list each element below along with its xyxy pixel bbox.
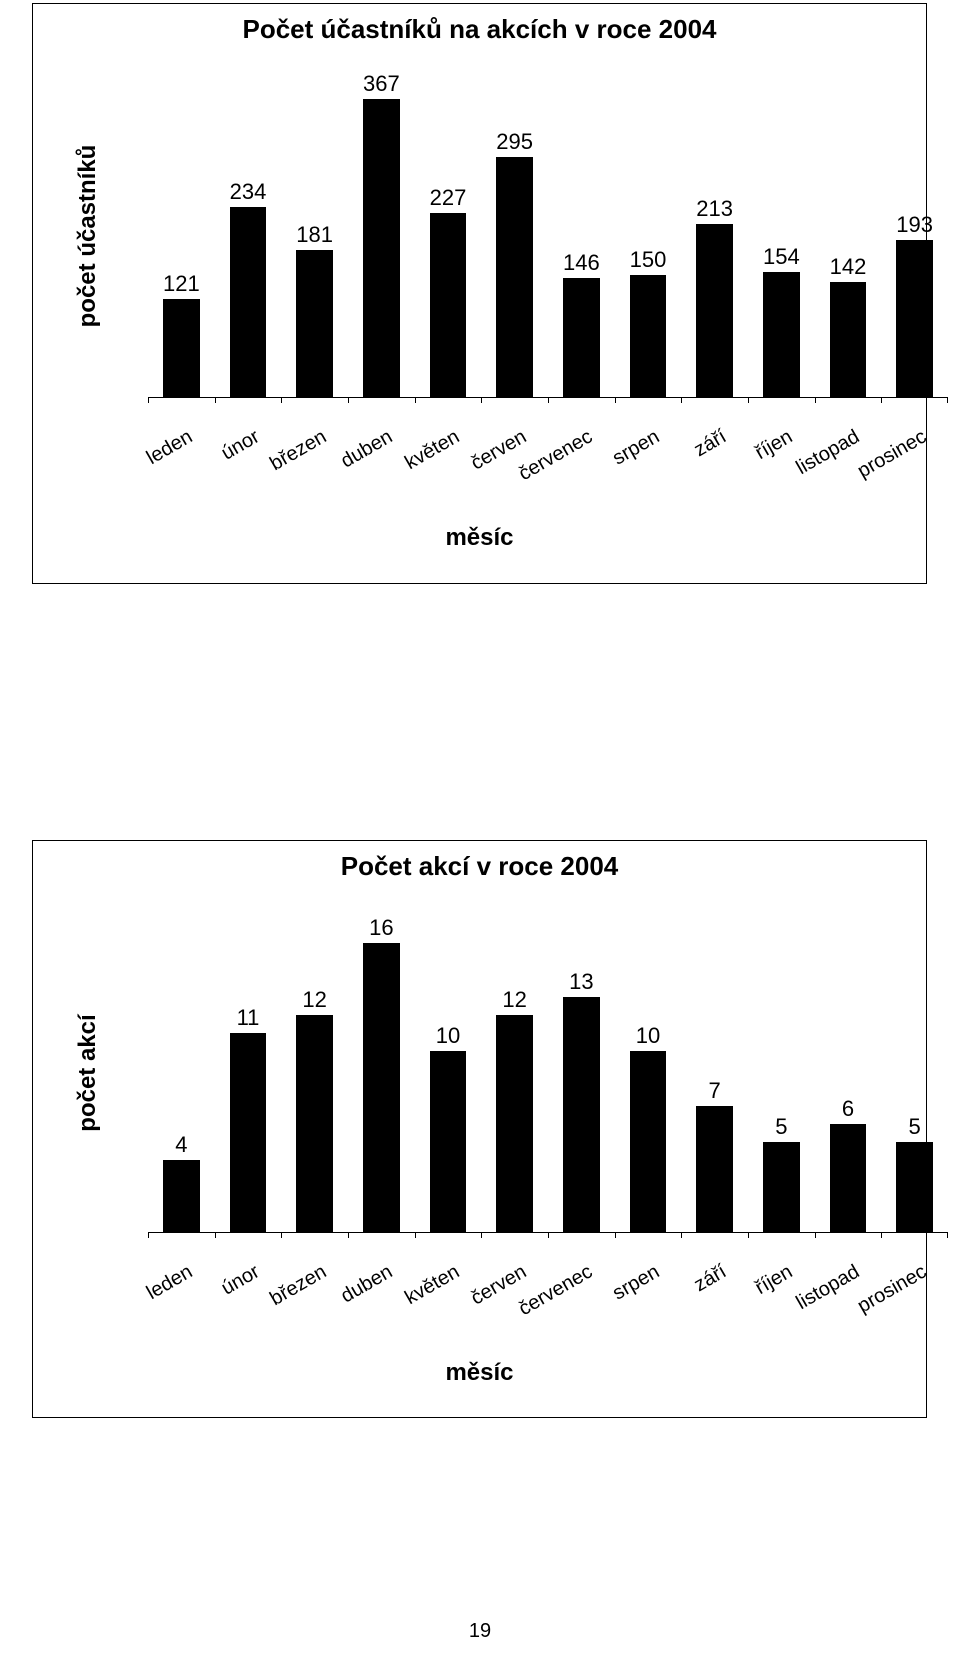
x-tick — [281, 397, 282, 403]
chart-events-box: Počet akcí v roce 2004 počet akcí 411121… — [32, 840, 927, 1418]
bar — [230, 207, 267, 397]
bar-value-label: 10 — [408, 1023, 488, 1049]
bar — [563, 278, 600, 397]
bar — [830, 282, 867, 397]
x-tick — [215, 1232, 216, 1238]
x-tick — [348, 1232, 349, 1238]
x-axis-label: měsíc — [33, 524, 926, 552]
x-axis-label: měsíc — [33, 1359, 926, 1387]
bar-value-label: 13 — [541, 969, 621, 995]
x-tick — [748, 1232, 749, 1238]
bar — [430, 213, 467, 397]
x-tick — [348, 397, 349, 403]
bar — [296, 250, 333, 397]
chart-title: Počet účastníků na akcích v roce 2004 — [33, 14, 926, 45]
x-tick — [481, 397, 482, 403]
bar — [696, 1106, 733, 1232]
bar-value-label: 12 — [275, 987, 355, 1013]
chart-participants-box: Počet účastníků na akcích v roce 2004 po… — [32, 3, 927, 584]
bar-value-label: 193 — [875, 212, 955, 238]
page-number: 19 — [0, 1620, 960, 1643]
x-tick — [215, 397, 216, 403]
chart-title: Počet akcí v roce 2004 — [33, 851, 926, 882]
bar — [896, 240, 933, 397]
x-tick — [681, 1232, 682, 1238]
bar — [830, 1124, 867, 1232]
y-axis-label: počet akcí — [74, 953, 102, 1193]
x-tick — [615, 397, 616, 403]
x-tick — [947, 1232, 948, 1238]
x-tick — [548, 397, 549, 403]
x-tick — [748, 397, 749, 403]
bar-value-label: 7 — [675, 1078, 755, 1104]
x-tick — [415, 1232, 416, 1238]
bar — [363, 943, 400, 1232]
x-tick — [881, 1232, 882, 1238]
bar — [763, 1142, 800, 1232]
bar — [230, 1033, 267, 1232]
bar-value-label: 213 — [675, 196, 755, 222]
bar — [630, 275, 667, 397]
bar — [163, 299, 200, 397]
bar-value-label: 5 — [875, 1114, 955, 1140]
x-tick — [815, 397, 816, 403]
bar — [496, 157, 533, 397]
bar-value-label: 367 — [341, 71, 421, 97]
x-tick — [281, 1232, 282, 1238]
bar — [896, 1142, 933, 1232]
plot-area: 121234181367227295146150213154142193 — [148, 72, 948, 397]
x-tick — [148, 1232, 149, 1238]
bar — [763, 272, 800, 397]
x-tick — [947, 397, 948, 403]
bar — [296, 1015, 333, 1232]
plot-area: 4111216101213107565 — [148, 907, 948, 1232]
x-tick — [815, 1232, 816, 1238]
x-tick — [615, 1232, 616, 1238]
bar — [430, 1051, 467, 1232]
bar-value-label: 4 — [141, 1132, 221, 1158]
x-tick — [548, 1232, 549, 1238]
bar-value-label: 227 — [408, 185, 488, 211]
bar-value-label: 142 — [808, 254, 888, 280]
bar-value-label: 295 — [475, 129, 555, 155]
y-axis-label: počet účastníků — [74, 116, 102, 356]
bar — [563, 997, 600, 1232]
bar — [496, 1015, 533, 1232]
bar-value-label: 234 — [208, 179, 288, 205]
bar-value-label: 121 — [141, 271, 221, 297]
x-tick — [148, 397, 149, 403]
bar — [363, 99, 400, 397]
x-tick — [481, 1232, 482, 1238]
bar — [696, 224, 733, 397]
bar-value-label: 10 — [608, 1023, 688, 1049]
x-tick — [881, 397, 882, 403]
bar — [163, 1160, 200, 1232]
bar — [630, 1051, 667, 1232]
bar-value-label: 16 — [341, 915, 421, 941]
x-tick — [681, 397, 682, 403]
bar-value-label: 181 — [275, 222, 355, 248]
bar-value-label: 150 — [608, 247, 688, 273]
x-tick — [415, 397, 416, 403]
